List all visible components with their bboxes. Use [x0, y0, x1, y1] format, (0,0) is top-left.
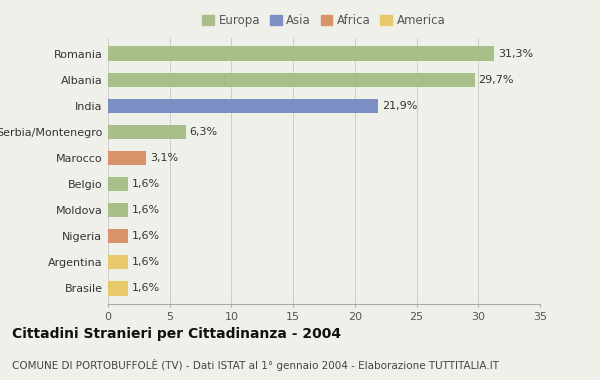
Bar — [108, 125, 186, 139]
Text: 21,9%: 21,9% — [382, 101, 418, 111]
Text: 1,6%: 1,6% — [131, 231, 160, 241]
Bar — [108, 203, 128, 217]
Text: 31,3%: 31,3% — [498, 49, 533, 59]
Text: 1,6%: 1,6% — [131, 205, 160, 215]
Text: 1,6%: 1,6% — [131, 257, 160, 267]
Text: 1,6%: 1,6% — [131, 179, 160, 189]
Bar — [108, 73, 475, 87]
Text: Cittadini Stranieri per Cittadinanza - 2004: Cittadini Stranieri per Cittadinanza - 2… — [12, 328, 341, 341]
Text: 1,6%: 1,6% — [131, 283, 160, 293]
Legend: Europa, Asia, Africa, America: Europa, Asia, Africa, America — [197, 10, 451, 32]
Bar — [108, 177, 128, 191]
Bar — [108, 99, 379, 113]
Bar — [108, 46, 494, 61]
Text: COMUNE DI PORTOBUFFOLÈ (TV) - Dati ISTAT al 1° gennaio 2004 - Elaborazione TUTTI: COMUNE DI PORTOBUFFOLÈ (TV) - Dati ISTAT… — [12, 359, 499, 371]
Text: 6,3%: 6,3% — [190, 127, 218, 137]
Bar — [108, 255, 128, 269]
Bar — [108, 151, 146, 165]
Text: 3,1%: 3,1% — [150, 153, 178, 163]
Bar — [108, 229, 128, 243]
Text: 29,7%: 29,7% — [478, 75, 514, 85]
Bar — [108, 281, 128, 296]
